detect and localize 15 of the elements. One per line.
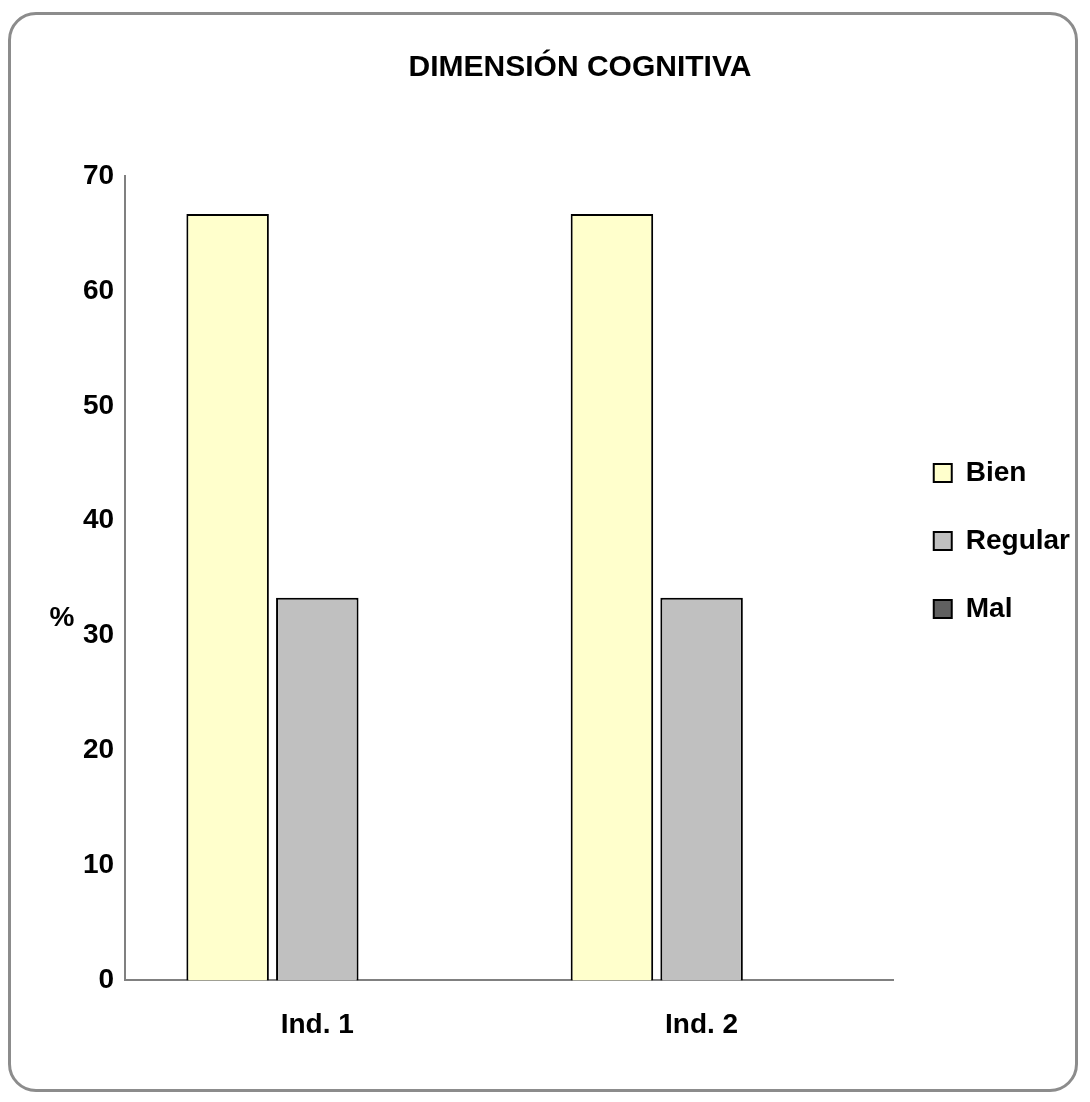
- y-tick-label: 0: [98, 963, 115, 995]
- x-tick-label: Ind. 1: [280, 1007, 354, 1039]
- y-axis-title: %: [49, 600, 75, 632]
- legend-label: Regular: [965, 523, 1071, 555]
- y-tick-label: 20: [82, 733, 115, 765]
- y-tick-label: 70: [82, 158, 115, 190]
- y-tick-label: 60: [82, 273, 115, 305]
- legend-label: Bien: [965, 455, 1027, 487]
- y-tick-label: 30: [82, 618, 115, 650]
- x-tick-label: Ind. 2: [665, 1007, 739, 1039]
- y-tick-label: 40: [82, 503, 115, 535]
- legend-label: Mal: [965, 591, 1013, 623]
- y-tick-label: 10: [82, 848, 115, 880]
- chart-title: DIMENSIÓN COGNITIVA: [408, 49, 752, 83]
- y-tick-label: 50: [82, 388, 115, 420]
